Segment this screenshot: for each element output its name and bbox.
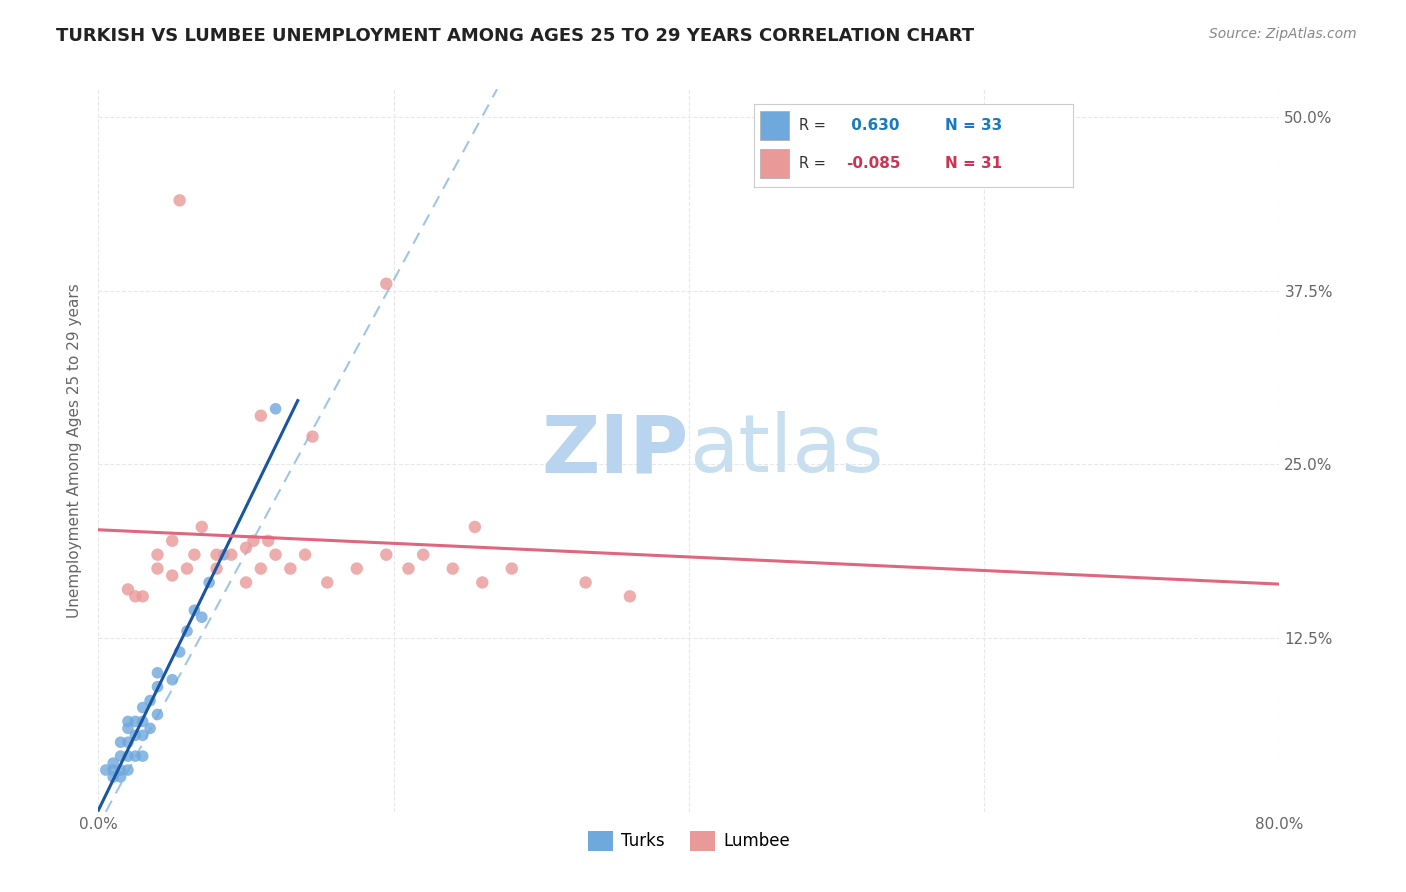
Text: TURKISH VS LUMBEE UNEMPLOYMENT AMONG AGES 25 TO 29 YEARS CORRELATION CHART: TURKISH VS LUMBEE UNEMPLOYMENT AMONG AGE… [56, 27, 974, 45]
Point [132, 590, 155, 604]
Point [205, 548, 228, 562]
Point [103, 763, 125, 777]
Point [250, 409, 273, 423]
Point [464, 520, 486, 534]
Point [183, 603, 205, 617]
Point [198, 575, 221, 590]
Point [619, 590, 641, 604]
Point [375, 548, 398, 562]
Point [169, 645, 191, 659]
Y-axis label: Unemployment Among Ages 25 to 29 years: Unemployment Among Ages 25 to 29 years [66, 283, 82, 618]
Text: atlas: atlas [689, 411, 883, 490]
Point [250, 561, 273, 575]
Point [132, 700, 155, 714]
Point [205, 561, 228, 575]
Point [264, 401, 287, 416]
Point [146, 665, 169, 680]
Point [280, 561, 302, 575]
Text: ZIP: ZIP [541, 411, 689, 490]
Point [301, 429, 323, 443]
Point [162, 673, 183, 687]
Point [117, 582, 139, 597]
Point [124, 714, 146, 729]
Point [235, 575, 257, 590]
Point [169, 194, 191, 208]
Point [441, 561, 464, 575]
Point [212, 548, 235, 562]
Point [103, 770, 125, 784]
Point [162, 533, 183, 548]
Point [139, 693, 162, 707]
Point [103, 756, 125, 770]
Point [294, 548, 316, 562]
Point [132, 728, 155, 742]
Point [117, 763, 139, 777]
Point [191, 520, 214, 534]
Point [124, 590, 146, 604]
Point [124, 749, 146, 764]
Point [110, 770, 132, 784]
Point [257, 533, 280, 548]
Point [471, 575, 494, 590]
Point [316, 575, 339, 590]
Point [139, 722, 162, 736]
Point [117, 722, 139, 736]
Point [117, 714, 139, 729]
Point [183, 548, 205, 562]
Point [132, 749, 155, 764]
Point [117, 749, 139, 764]
Point [264, 548, 287, 562]
Point [94, 763, 117, 777]
Point [412, 548, 434, 562]
Legend: Turks, Lumbee: Turks, Lumbee [581, 824, 797, 857]
Point [110, 735, 132, 749]
Text: Source: ZipAtlas.com: Source: ZipAtlas.com [1209, 27, 1357, 41]
Point [146, 548, 169, 562]
Point [146, 561, 169, 575]
Point [191, 610, 214, 624]
Point [575, 575, 598, 590]
Point [221, 548, 243, 562]
Point [146, 680, 169, 694]
Point [346, 561, 368, 575]
Point [375, 277, 398, 291]
Point [110, 763, 132, 777]
Point [501, 561, 523, 575]
Point [162, 568, 183, 582]
Point [242, 533, 264, 548]
Point [146, 707, 169, 722]
Point [235, 541, 257, 555]
Point [176, 561, 198, 575]
Point [117, 735, 139, 749]
Point [124, 728, 146, 742]
Point [110, 749, 132, 764]
Point [132, 714, 155, 729]
Point [398, 561, 420, 575]
Point [176, 624, 198, 639]
